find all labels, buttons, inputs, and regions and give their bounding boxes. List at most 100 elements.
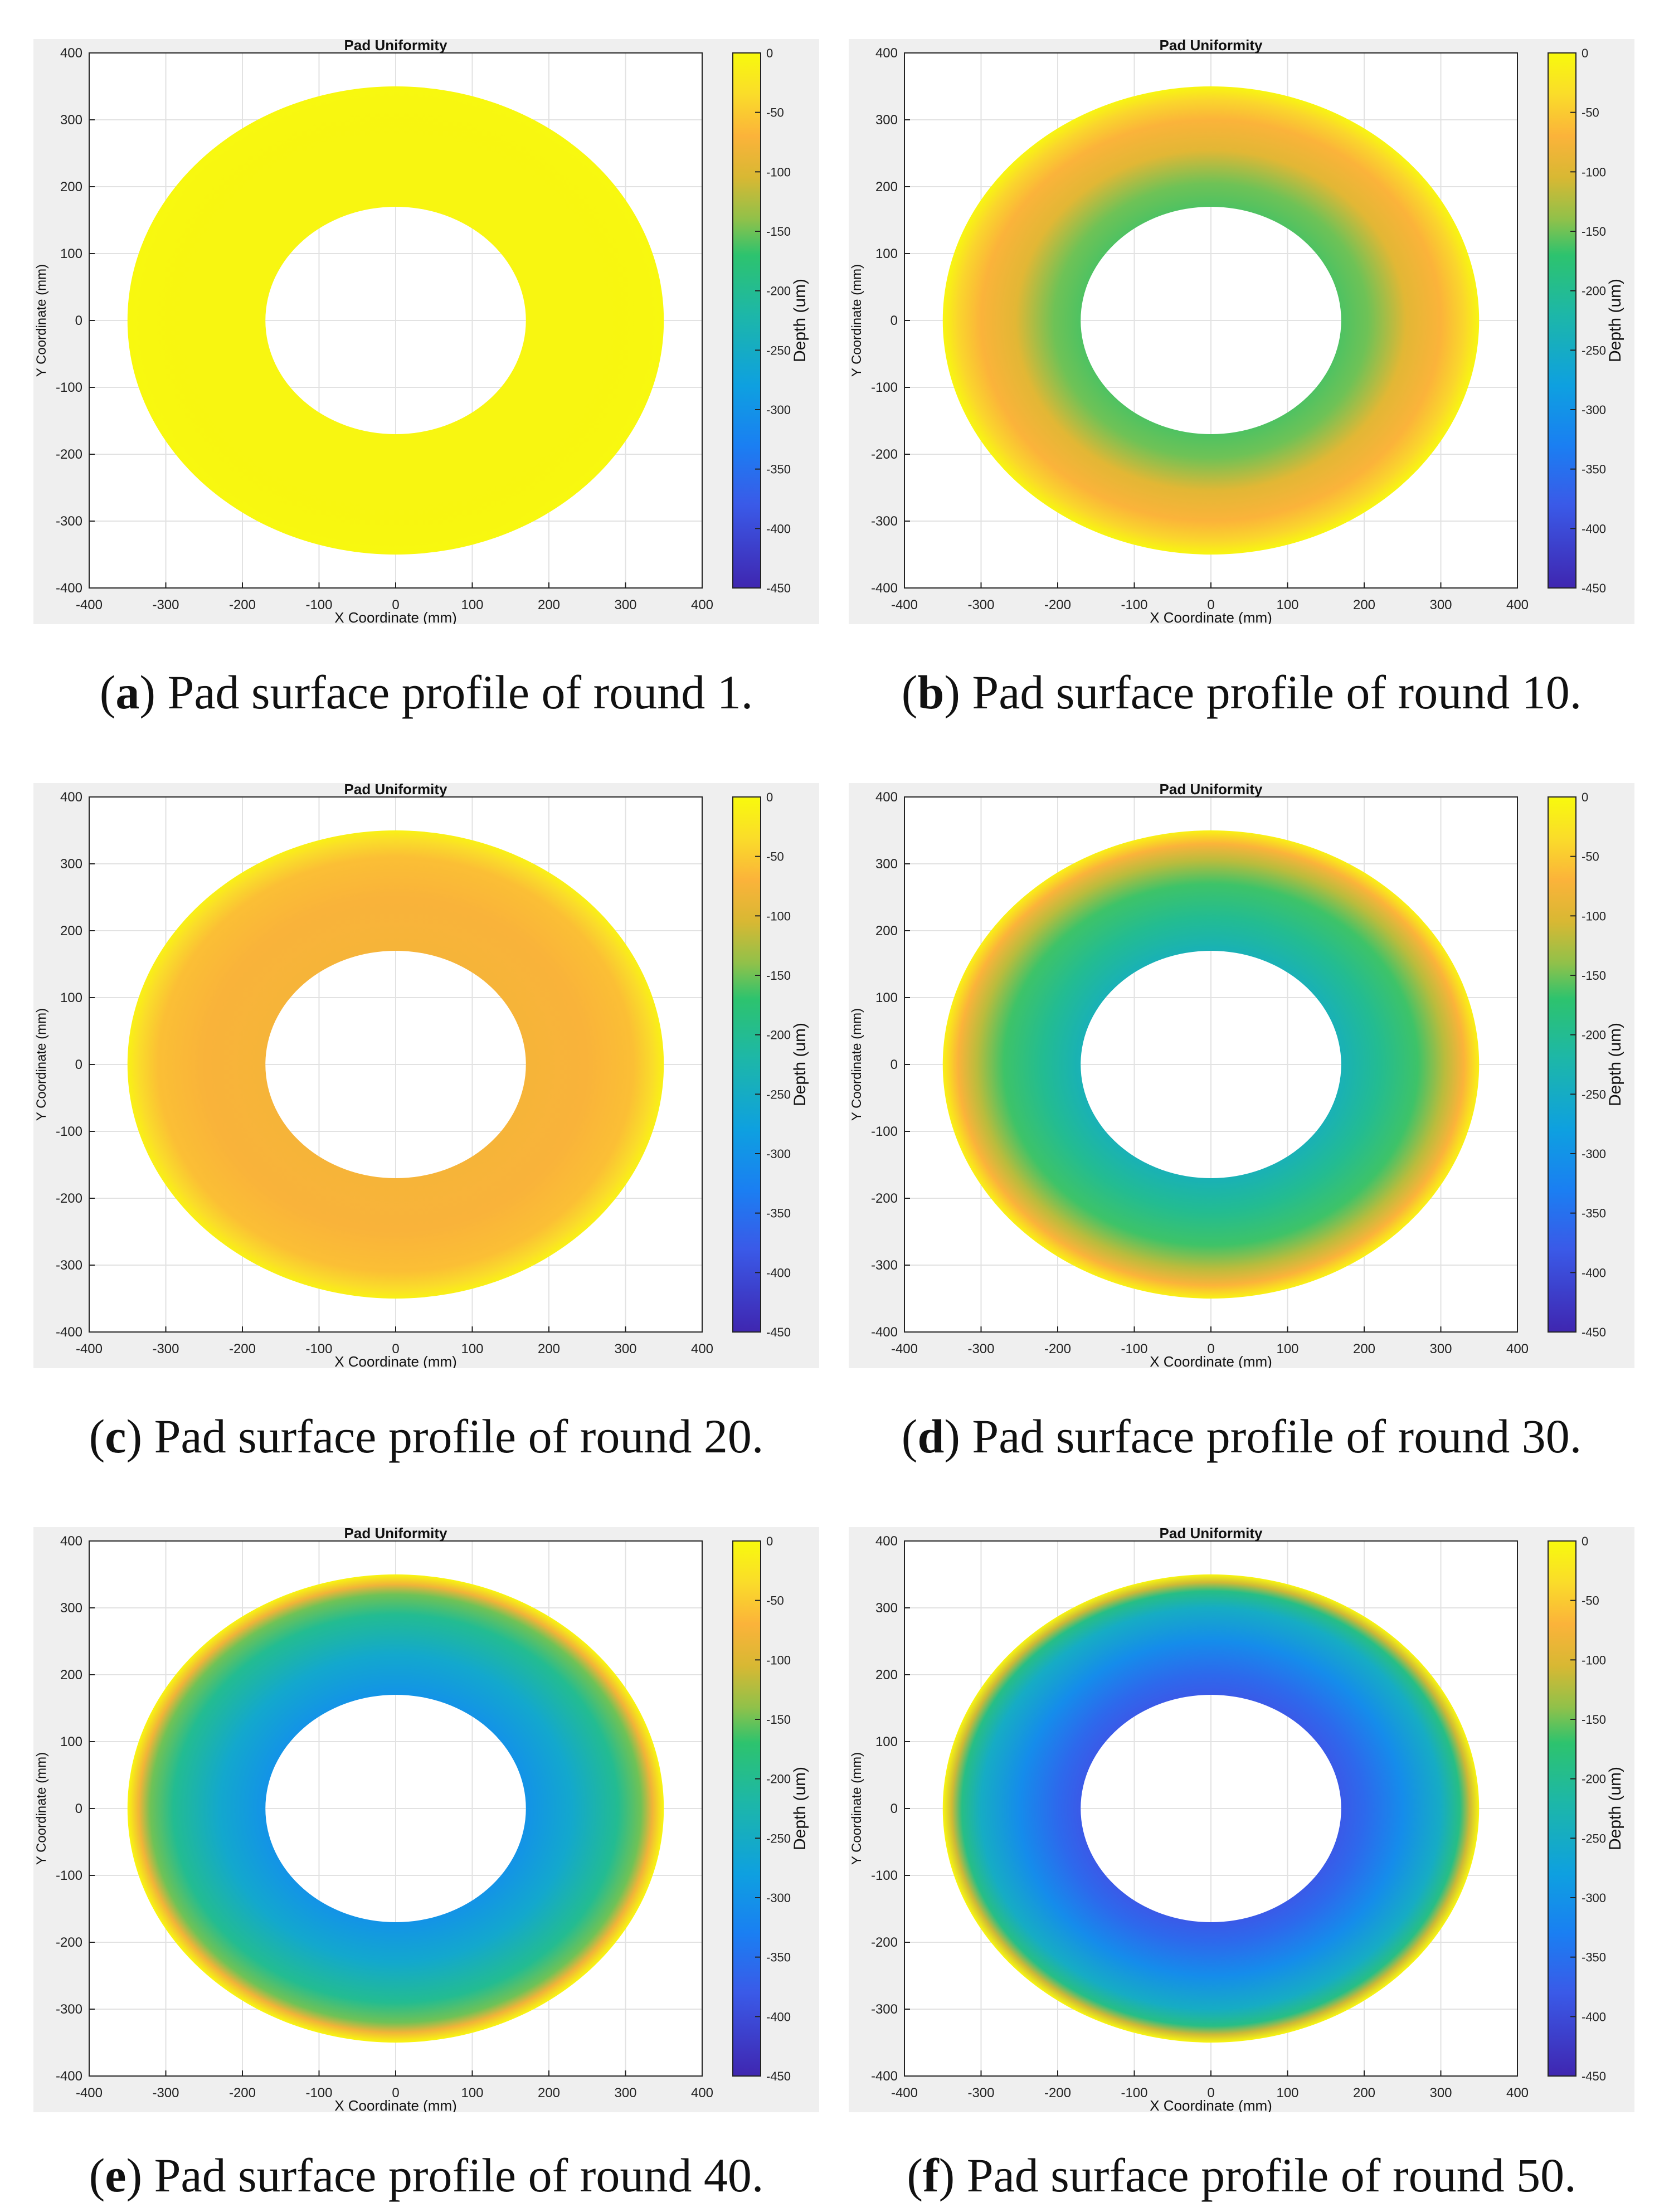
y-tick-label: 0 [891,1057,898,1072]
x-tick-label: 100 [1276,1341,1298,1357]
caption-letter-e: e [105,2148,126,2202]
y-tick-label: -200 [871,1935,898,1950]
y-tick-label: 100 [875,990,898,1005]
x-tick-label: 300 [614,597,636,612]
y-tick-label: -100 [56,380,82,395]
colorbar-tick-label: -450 [1582,1325,1606,1339]
colorbar-tick-label: -350 [766,1207,791,1221]
y-tick-label: 400 [60,790,82,805]
pad-ring [127,86,664,555]
x-tick-label: 400 [1506,1341,1529,1357]
x-tick-label: 200 [1353,597,1375,612]
x-tick-label: 300 [1429,1341,1452,1357]
y-tick-label: -100 [871,1868,898,1883]
y-tick-label: 200 [60,1667,82,1683]
caption-text-a: ) Pad surface profile of round 1. [139,665,753,719]
y-tick-label: -300 [56,1258,82,1273]
colorbar-tick-label: -350 [766,463,791,477]
caption-text-b: ) Pad surface profile of round 10. [944,665,1582,719]
y-tick-label: -300 [56,514,82,529]
x-axis-label: X Coordinate (mm) [1150,609,1272,624]
caption-d: (d) Pad surface profile of round 30. [901,1409,1582,1463]
colorbar-tick-label: -100 [766,909,791,923]
y-tick-label: -300 [871,514,898,529]
colorbar-tick-label: -50 [766,1594,784,1608]
y-tick-label: -400 [56,1325,82,1340]
colorbar-tick-label: -100 [1582,165,1606,179]
chart-title: Pad Uniformity [1160,1527,1263,1542]
x-tick-label: 200 [538,1341,560,1357]
y-tick-label: -400 [871,581,898,596]
chart-panel-a: -400 -300 -200 -100 0 100 200 300 400 400 300 200 10… [33,39,819,624]
chart-title: Pad Uniformity [1160,39,1263,54]
y-tick-label: -300 [871,2002,898,2017]
x-tick-label: 300 [614,2085,636,2101]
y-axis-label: Y Coordinate (mm) [34,264,49,377]
colorbar-tick-label: -300 [766,1891,791,1905]
x-axis-label: X Coordinate (mm) [1150,2097,1272,2112]
colorbar-label: Depth (um) [1606,1023,1624,1106]
colorbar-tick-label: -450 [766,581,791,595]
y-tick-label: -100 [871,380,898,395]
caption-letter-d: d [917,1409,945,1463]
x-tick-label: 300 [1429,597,1452,612]
colorbar-tick-label: -400 [766,522,791,536]
y-tick-label: 300 [875,113,898,128]
x-tick-label: 400 [691,597,713,612]
y-tick-label: 200 [60,179,82,195]
y-tick-label: 200 [60,923,82,939]
x-tick-label: 100 [461,2085,483,2101]
x-tick-label: -300 [967,1341,994,1357]
y-tick-label: -400 [871,2069,898,2084]
pad-ring [127,1574,664,2043]
colorbar-tick-label: -250 [1582,1831,1606,1845]
colorbar-tick-label: -50 [1582,850,1599,864]
colorbar-tick-label: 0 [1582,1534,1588,1548]
pad-ring [127,830,664,1299]
y-axis-label: Y Coordinate (mm) [849,1752,864,1865]
colorbar-tick-label: -400 [766,2010,791,2024]
x-tick-label: -200 [1044,597,1071,612]
y-tick-label: -100 [56,1868,82,1883]
x-tick-label: 0 [1207,597,1214,612]
x-tick-label: -200 [229,2085,256,2101]
y-tick-label: -200 [56,1191,82,1206]
caption-a: (a) Pad surface profile of round 1. [99,665,753,719]
x-tick-label: 400 [1506,597,1529,612]
y-tick-label: 300 [875,1601,898,1616]
x-tick-label: -400 [76,1341,103,1357]
colorbar-tick-label: -250 [1582,343,1606,357]
chart-panel-f: -400 -300 -200 -100 0 100 200 300 400 400 300 200 10… [849,1527,1634,2112]
y-tick-label: -200 [56,447,82,462]
colorbar-tick-label: -50 [1582,106,1599,120]
colorbar [1548,52,1576,589]
colorbar-tick-label: -400 [766,1266,791,1280]
y-tick-label: 100 [875,246,898,261]
y-tick-label: -100 [56,1124,82,1139]
y-axis-label: Y Coordinate (mm) [34,1008,49,1121]
colorbar-tick-label: -450 [766,1325,791,1339]
colorbar-label: Depth (um) [791,1767,809,1850]
pad-ring [942,86,1480,555]
y-tick-label: -300 [56,2002,82,2017]
colorbar-tick-label: 0 [766,46,773,60]
colorbar-tick-label: -300 [1582,1891,1606,1905]
colorbar-tick-label: -50 [1582,1594,1599,1608]
colorbar-tick-label: 0 [1582,46,1588,60]
x-tick-label: -400 [891,1341,918,1357]
chart-title: Pad Uniformity [344,1527,447,1542]
x-axis-label: X Coordinate (mm) [334,2097,457,2112]
x-tick-label: -400 [76,597,103,612]
y-tick-label: -400 [56,581,82,596]
colorbar-tick-label: -100 [1582,1653,1606,1667]
x-tick-label: 0 [392,1341,399,1357]
y-tick-label: 0 [75,1801,82,1816]
colorbar-tick-label: 0 [766,1534,773,1548]
colorbar-tick-label: -250 [766,343,791,357]
colorbar-label: Depth (um) [791,1023,809,1106]
caption-letter-a: a [115,665,140,719]
colorbar-tick-label: -250 [1582,1087,1606,1101]
x-tick-label: 100 [1276,2085,1298,2101]
x-tick-label: -400 [891,2085,918,2101]
colorbar [732,1540,761,2077]
